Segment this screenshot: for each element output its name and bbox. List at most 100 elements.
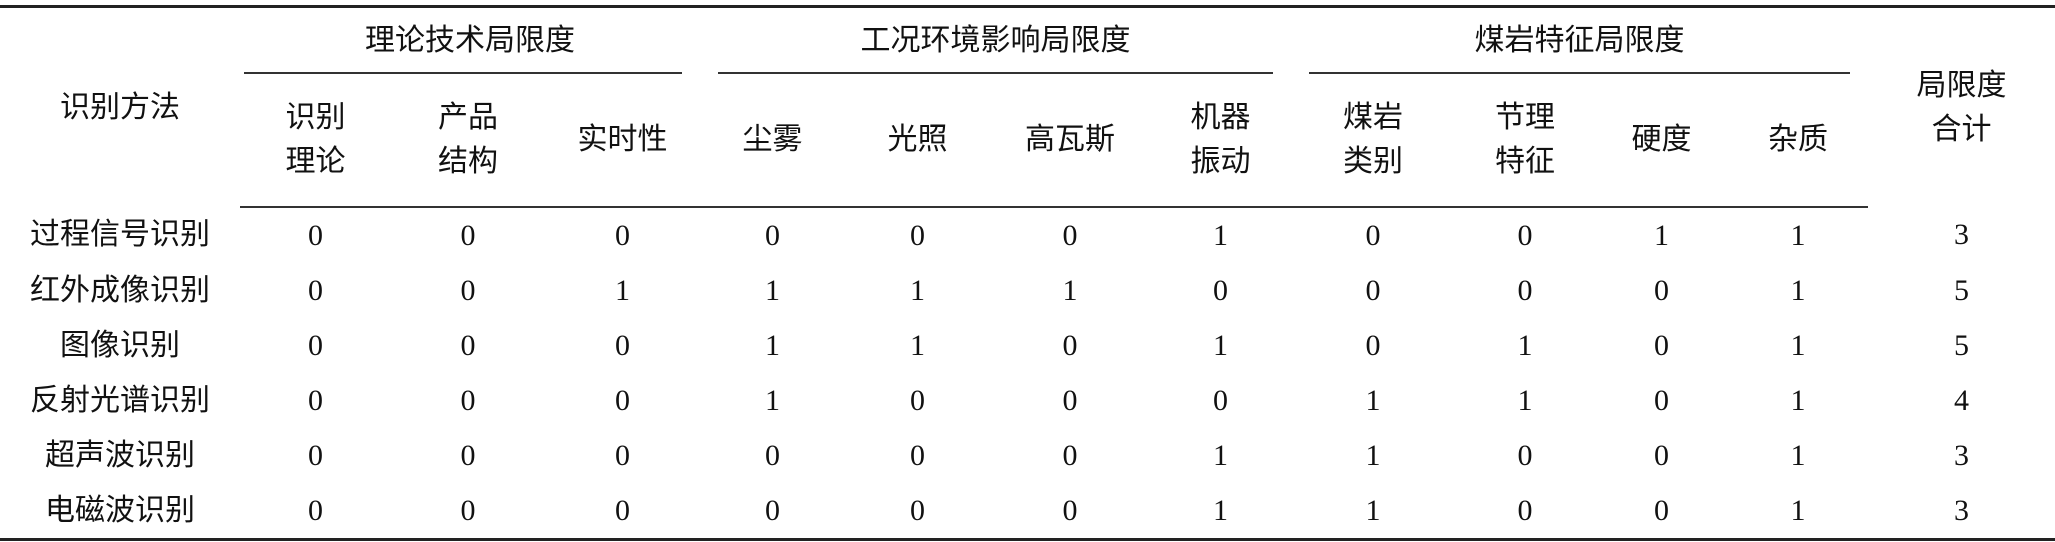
- value-cell: 0: [1213, 273, 1228, 307]
- value-cell: 1: [910, 273, 925, 307]
- column-header-label: 煤岩 类别: [1343, 101, 1403, 178]
- column-header-label: 机器 振动: [1190, 101, 1251, 178]
- value-cell: 0: [1517, 218, 1533, 252]
- column-header: 光照: [845, 74, 990, 208]
- value-cell: 0: [1365, 328, 1381, 362]
- value-cell: 1: [1150, 483, 1291, 541]
- method-cell: 超声波识别: [45, 438, 195, 472]
- total-header: 局限度 合计: [1868, 5, 2055, 207]
- value-cell: 1: [910, 328, 925, 362]
- value-cell: 0: [460, 328, 476, 362]
- value-cell: 0: [1062, 328, 1078, 362]
- column-header-label: 实时性: [577, 123, 668, 156]
- column-header-label: 识别 理论: [285, 101, 346, 178]
- value-cell: 0: [910, 438, 925, 472]
- value-cell: 0: [1654, 328, 1669, 362]
- value-cell: 0: [545, 483, 700, 541]
- group-header-environment: 工况环境影响局限度: [700, 5, 1291, 75]
- value-cell: 1: [1654, 218, 1669, 252]
- column-header-label: 尘雾: [742, 123, 803, 156]
- value-cell: 0: [308, 218, 323, 252]
- value-cell: 0: [1595, 483, 1728, 541]
- value-cell: 0: [308, 383, 323, 417]
- value-cell: 0: [910, 383, 925, 417]
- method-cell: 反射光谱识别: [30, 383, 210, 417]
- value-cell: 0: [460, 438, 476, 472]
- column-header: 煤岩 类别: [1291, 74, 1455, 208]
- value-cell: 0: [1062, 383, 1078, 417]
- column-header: 产品 结构: [391, 74, 545, 208]
- value-cell: 1: [1213, 218, 1228, 252]
- value-cell: 1: [765, 383, 780, 417]
- method-cell: 过程信号识别: [30, 218, 210, 251]
- value-cell: 1: [1790, 273, 1806, 307]
- value-cell: 0: [1654, 273, 1669, 307]
- value-cell: 0: [1062, 438, 1078, 472]
- column-header-label: 节理 特征: [1495, 101, 1555, 178]
- value-cell: 0: [1517, 438, 1533, 472]
- value-cell: 0: [910, 218, 925, 252]
- value-cell: 1: [1790, 438, 1806, 472]
- column-header: 杂质: [1728, 74, 1868, 208]
- group-header-coal-rock: 煤岩特征局限度: [1291, 5, 1868, 75]
- value-cell: 0: [391, 483, 545, 541]
- method-cell: 电磁波识别: [0, 483, 240, 541]
- table-row: 反射光谱识别 0 0 0 1 0 0 0 1 1 0 1 4: [0, 373, 2055, 428]
- value-cell: 1: [1213, 328, 1228, 362]
- column-header: 机器 振动: [1150, 74, 1291, 208]
- value-cell: 0: [460, 383, 476, 417]
- value-cell: 0: [615, 438, 630, 472]
- value-cell: 1: [1517, 383, 1533, 417]
- value-cell: 0: [615, 383, 630, 417]
- value-cell: 1: [615, 273, 630, 307]
- value-cell: 1: [1790, 328, 1806, 362]
- value-cell: 1: [765, 273, 780, 307]
- value-cell: 0: [308, 328, 323, 362]
- total-cell: 3: [1954, 218, 1969, 251]
- column-header: 实时性: [545, 74, 700, 208]
- total-cell: 5: [1954, 328, 1969, 362]
- value-cell: 1: [1062, 273, 1078, 307]
- group-header-theory: 理论技术局限度: [240, 5, 700, 75]
- table-row: 红外成像识别 0 0 1 1 1 1 0 0 0 0 1 5: [0, 263, 2055, 318]
- value-cell: 0: [460, 218, 476, 252]
- value-cell: 0: [460, 273, 476, 307]
- method-header: 识别方法: [0, 5, 240, 207]
- limitation-table: 识别方法 理论技术局限度 工况环境影响局限度 煤岩特征局限度 局限度 合计 识别…: [0, 5, 2055, 541]
- value-cell: 0: [615, 218, 630, 252]
- column-header-label: 杂质: [1768, 123, 1828, 156]
- value-cell: 0: [615, 328, 630, 362]
- value-cell: 0: [765, 218, 780, 252]
- column-header-label: 高瓦斯: [1025, 123, 1115, 156]
- value-cell: 1: [1291, 483, 1455, 541]
- value-cell: 0: [240, 483, 391, 541]
- table-row: 过程信号识别 0 0 0 0 0 0 1 0 0 1 1 3: [0, 207, 2055, 263]
- value-cell: 0: [1654, 383, 1669, 417]
- value-cell: 0: [1365, 273, 1381, 307]
- value-cell: 1: [1365, 383, 1381, 417]
- value-cell: 1: [765, 328, 780, 362]
- value-cell: 1: [1728, 483, 1868, 541]
- column-header-label: 硬度: [1631, 123, 1692, 156]
- total-cell: 3: [1868, 483, 2055, 541]
- value-cell: 0: [1455, 483, 1595, 541]
- value-cell: 1: [1213, 438, 1228, 472]
- column-header: 高瓦斯: [990, 74, 1150, 208]
- value-cell: 0: [308, 273, 323, 307]
- value-cell: 0: [990, 483, 1150, 541]
- value-cell: 0: [308, 438, 323, 472]
- column-header-label: 光照: [887, 123, 948, 156]
- value-cell: 0: [1365, 218, 1381, 252]
- total-cell: 5: [1954, 273, 1969, 307]
- value-cell: 0: [1213, 383, 1228, 417]
- total-cell: 3: [1954, 438, 1969, 472]
- table-row: 图像识别 0 0 0 1 1 0 1 0 1 0 1 5: [0, 318, 2055, 373]
- column-header: 硬度: [1595, 74, 1728, 208]
- value-cell: 0: [1062, 218, 1078, 252]
- column-header-label: 产品 结构: [438, 101, 498, 178]
- column-header: 尘雾: [700, 74, 845, 208]
- value-cell: 1: [1365, 438, 1381, 472]
- value-cell: 1: [1517, 328, 1533, 362]
- value-cell: 0: [845, 483, 990, 541]
- column-header: 节理 特征: [1455, 74, 1595, 208]
